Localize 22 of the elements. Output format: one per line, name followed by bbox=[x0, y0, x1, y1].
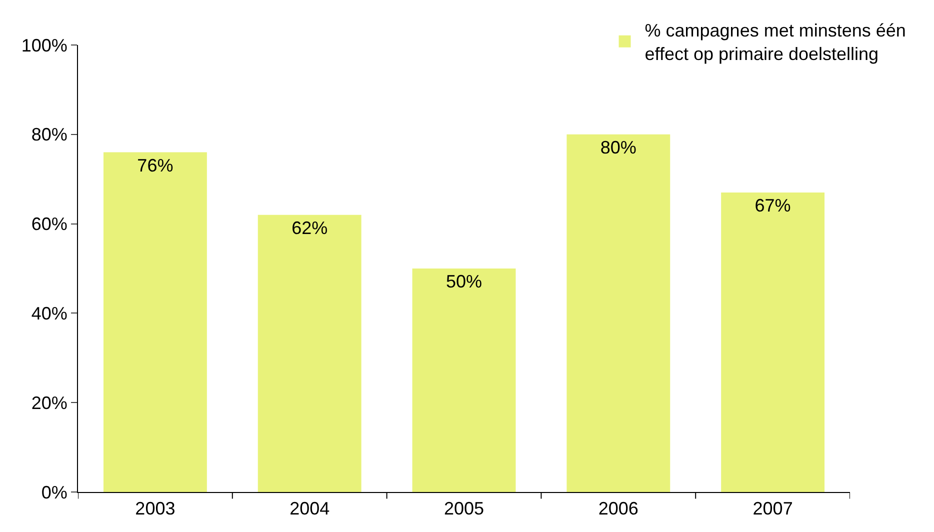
bar bbox=[258, 214, 362, 492]
bar bbox=[721, 192, 825, 492]
data-label: 67% bbox=[754, 196, 791, 216]
x-tick-label: 2007 bbox=[752, 498, 793, 519]
y-tick-label: 80% bbox=[31, 124, 68, 145]
bar bbox=[412, 268, 516, 492]
data-label: 62% bbox=[292, 218, 328, 238]
data-label: 76% bbox=[137, 155, 174, 176]
y-tick-label: 100% bbox=[21, 35, 68, 56]
data-label: 80% bbox=[600, 137, 636, 158]
bar bbox=[103, 152, 207, 492]
y-tick-label: 40% bbox=[31, 304, 68, 324]
x-tick-label: 2005 bbox=[444, 498, 484, 519]
bar bbox=[566, 134, 670, 492]
x-tick-label: 2003 bbox=[135, 498, 176, 519]
x-tick-label: 2004 bbox=[290, 498, 330, 519]
y-tick-label: 20% bbox=[31, 392, 68, 413]
y-tick-label: 60% bbox=[31, 214, 68, 234]
y-tick-label: 0% bbox=[41, 482, 68, 502]
data-label: 50% bbox=[446, 272, 482, 292]
legend-label: % campagnes met minstens één effect op primaire doelstelling bbox=[644, 20, 906, 64]
x-tick-label: 2006 bbox=[598, 498, 638, 519]
